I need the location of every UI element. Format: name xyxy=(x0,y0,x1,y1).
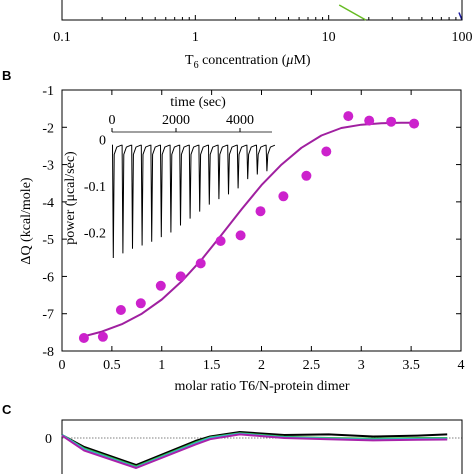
panel-a-xtick-label: 0.1 xyxy=(53,30,71,45)
data-point xyxy=(343,111,354,122)
data-point xyxy=(78,333,89,343)
panel-b-ytick-label: -8 xyxy=(42,345,54,360)
panel-c-series xyxy=(61,431,448,469)
inset-chart: time (sec) 0 2000 4000 0 -0.1 -0.2 power (μca… xyxy=(63,95,276,259)
panel-b-xtick-label: 2.5 xyxy=(303,358,321,373)
data-point xyxy=(135,298,146,309)
panel-c-frame xyxy=(61,419,463,474)
panel-c-ytick-label: 0 xyxy=(45,432,52,447)
inset-ytick-label: -0.1 xyxy=(84,180,106,195)
data-point xyxy=(195,258,206,269)
panel-b-xtick-label: 3 xyxy=(358,358,365,373)
panel-b-xtick-label: 4 xyxy=(458,358,465,373)
inset-ytick-label: 0 xyxy=(99,134,106,149)
panel-b-ytick-label: -5 xyxy=(42,233,54,248)
panel-a-series xyxy=(338,4,463,21)
data-point xyxy=(115,305,126,315)
panel-b-xtick-label: 0.5 xyxy=(103,358,121,373)
data-point xyxy=(409,118,420,129)
panel-b-ylabel: ΔQ (kcal/mole) xyxy=(19,177,34,264)
panel-b-ticks: 0 0.5 1 1.5 2 2.5 3 3.5 4 -1 -2 -3 -4 -5 -6 -7 -8 xyxy=(42,84,464,373)
panel-c: 0 xyxy=(45,419,463,474)
inset-xtick-label: 0 xyxy=(109,113,116,128)
panel-c-series-line xyxy=(61,431,448,466)
panel-c-label: C xyxy=(2,402,12,417)
inset-xtick-label: 4000 xyxy=(226,113,254,128)
panel-b-ytick-label: -7 xyxy=(42,308,54,323)
panel-a-ticks: 0.1 1 10 100 xyxy=(53,15,473,45)
panel-b-xtick-label: 0 xyxy=(59,358,66,373)
data-point xyxy=(97,331,108,342)
panel-b-ytick-label: -6 xyxy=(42,270,54,285)
data-point xyxy=(255,206,266,217)
data-point xyxy=(301,170,312,181)
data-point xyxy=(215,236,226,246)
panel-b-points xyxy=(78,111,420,343)
panel-c-series-line xyxy=(61,433,448,469)
data-point xyxy=(278,191,289,202)
panel-b-xlabel: molar ratio T6/N-protein dimer xyxy=(174,379,349,394)
panel-a-series-line xyxy=(338,4,367,21)
panel-b-ytick-label: -2 xyxy=(42,121,54,136)
fit-curve xyxy=(81,121,417,338)
data-point xyxy=(386,116,397,127)
panel-a-xtick-label: 1 xyxy=(192,30,199,45)
inset-ticks: 0 2000 4000 0 -0.1 -0.2 xyxy=(84,113,272,242)
panel-b-fit xyxy=(81,121,417,338)
panel-b: 0 0.5 1 1.5 2 2.5 3 3.5 4 -1 -2 -3 -4 -5 -6 -7 -8 molar … xyxy=(19,84,465,394)
panel-b-xtick-label: 1 xyxy=(158,358,165,373)
data-point xyxy=(175,271,186,282)
inset-xlabel: time (sec) xyxy=(170,95,226,110)
inset-ylabel: power (μcal/sec) xyxy=(63,151,78,245)
panel-a-xtick-label: 10 xyxy=(322,30,336,45)
inset-xtick-label: 2000 xyxy=(162,113,190,128)
inset-ytick-label: -0.2 xyxy=(84,227,106,242)
panel-b-ytick-label: -4 xyxy=(42,196,54,211)
data-point xyxy=(155,280,166,291)
panel-a-frame xyxy=(61,0,463,21)
data-point xyxy=(364,115,375,126)
panel-b-label: B xyxy=(2,68,11,83)
data-point xyxy=(235,230,246,241)
panel-b-xtick-label: 2 xyxy=(258,358,265,373)
panel-a: 0.1 1 10 100 T6 concentration (μM) xyxy=(53,0,473,71)
panel-b-xtick-label: 3.5 xyxy=(402,358,420,373)
data-point xyxy=(321,146,332,157)
panel-b-ytick-label: -1 xyxy=(42,84,54,99)
panel-a-xlabel: T6 concentration (μM) xyxy=(185,53,311,71)
panel-b-ytick-label: -3 xyxy=(42,159,54,174)
panel-a-xtick-label: 100 xyxy=(452,30,473,45)
inset-trace xyxy=(111,144,276,259)
panel-b-xtick-label: 1.5 xyxy=(203,358,221,373)
